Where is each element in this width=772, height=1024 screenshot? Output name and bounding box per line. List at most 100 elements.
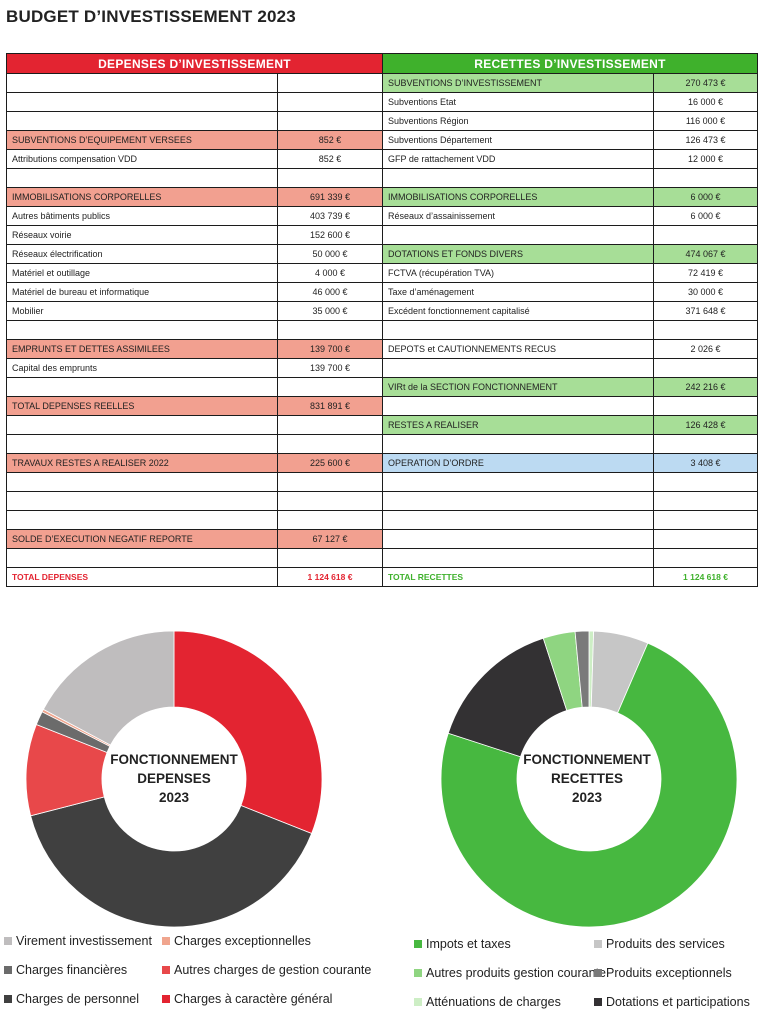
legend-label: Charges financières bbox=[16, 963, 128, 977]
recettes-row bbox=[382, 168, 758, 188]
depenses-row-value bbox=[277, 472, 383, 492]
recettes-row-value bbox=[653, 396, 758, 416]
recettes-row: DOTATIONS ET FONDS DIVERS 474 067 € bbox=[382, 244, 758, 264]
recettes-row: GFP de rattachement VDD 12 000 € bbox=[382, 149, 758, 169]
recettes-row: Subventions Région 116 000 € bbox=[382, 111, 758, 131]
legend-swatch bbox=[414, 998, 422, 1006]
recettes-row-label bbox=[382, 396, 654, 416]
depenses-row-value bbox=[277, 434, 383, 454]
donut-depenses-title-line: 2023 bbox=[158, 790, 190, 805]
depenses-row-label bbox=[6, 111, 278, 131]
depenses-row bbox=[6, 111, 383, 131]
legend-swatch bbox=[594, 969, 602, 977]
depenses-row-label bbox=[6, 377, 278, 397]
recettes-row-label: Subventions Etat bbox=[382, 92, 654, 112]
recettes-row-value: 116 000 € bbox=[653, 111, 758, 131]
depenses-row-label bbox=[6, 92, 278, 112]
depenses-row-label: Réseaux électrification bbox=[6, 244, 278, 264]
depenses-row-value: 46 000 € bbox=[277, 282, 383, 302]
depenses-row-value bbox=[277, 92, 383, 112]
recettes-row-value: 3 408 € bbox=[653, 453, 758, 473]
recettes-row-label bbox=[382, 168, 654, 188]
depenses-row-label: TRAVAUX RESTES A REALISER 2022 bbox=[6, 453, 278, 473]
legend-label: Dotations et participations bbox=[606, 995, 750, 1009]
recettes-row: VIRt de la SECTION FONCTIONNEMENT 242 216… bbox=[382, 377, 758, 397]
recettes-row-value: 72 419 € bbox=[653, 263, 758, 283]
depenses-row-label: Matériel et outillage bbox=[6, 263, 278, 283]
recettes-row-value: 371 648 € bbox=[653, 301, 758, 321]
legend-swatch bbox=[4, 966, 12, 974]
depenses-row-label bbox=[6, 415, 278, 435]
depenses-row-value: 4 000 € bbox=[277, 263, 383, 283]
recettes-row: IMMOBILISATIONS CORPORELLES 6 000 € bbox=[382, 187, 758, 207]
recettes-row-label bbox=[382, 472, 654, 492]
legend-item: Produits des services bbox=[594, 937, 725, 951]
recettes-row-label: VIRt de la SECTION FONCTIONNEMENT bbox=[382, 377, 654, 397]
depenses-row-value bbox=[277, 320, 383, 340]
recettes-row-label: TOTAL RECETTES bbox=[382, 567, 654, 587]
recettes-row-label: DOTATIONS ET FONDS DIVERS bbox=[382, 244, 654, 264]
depenses-row: EMPRUNTS ET DETTES ASSIMILEES 139 700 € bbox=[6, 339, 383, 359]
depenses-row-label: TOTAL DEPENSES bbox=[6, 567, 278, 587]
depenses-row-value bbox=[277, 510, 383, 530]
depenses-row-label: TOTAL DEPENSES REELLES bbox=[6, 396, 278, 416]
depenses-row: Attributions compensation VDD 852 € bbox=[6, 149, 383, 169]
depenses-row-value bbox=[277, 548, 383, 568]
depenses-row-label: Matériel de bureau et informatique bbox=[6, 282, 278, 302]
recettes-row: Subventions Etat 16 000 € bbox=[382, 92, 758, 112]
recettes-row-label: Subventions Région bbox=[382, 111, 654, 131]
recettes-row bbox=[382, 472, 758, 492]
depenses-row-value bbox=[277, 491, 383, 511]
depenses-row bbox=[6, 168, 383, 188]
donut-slice-produits-exceptionnels bbox=[574, 630, 590, 708]
recettes-row: Taxe d’aménagement 30 000 € bbox=[382, 282, 758, 302]
recettes-row-value bbox=[653, 434, 758, 454]
recettes-row-value bbox=[653, 472, 758, 492]
depenses-table: DEPENSES D’INVESTISSEMENT SUBVENTIONS D’… bbox=[6, 53, 383, 587]
depenses-row-label: SUBVENTIONS D’EQUIPEMENT VERSEES bbox=[6, 130, 278, 150]
donut-slice-impots-et-taxes bbox=[440, 642, 738, 928]
recettes-row: RESTES A REALISER 126 428 € bbox=[382, 415, 758, 435]
recettes-row-label bbox=[382, 510, 654, 530]
depenses-row-label: Mobilier bbox=[6, 301, 278, 321]
legend-item: Autres charges de gestion courante bbox=[162, 963, 371, 977]
depenses-row-value: 152 600 € bbox=[277, 225, 383, 245]
depenses-row-value: 831 891 € bbox=[277, 396, 383, 416]
fonctionnement-depenses-donut bbox=[25, 630, 323, 928]
recettes-row-label bbox=[382, 225, 654, 245]
depenses-row-value: 139 700 € bbox=[277, 339, 383, 359]
donut-slice-charges-de-personnel bbox=[30, 796, 313, 928]
recettes-row-label: DEPOTS et CAUTIONNEMENTS RECUS bbox=[382, 339, 654, 359]
recettes-row-value bbox=[653, 510, 758, 530]
donut-slice-virement-investissement bbox=[42, 630, 175, 746]
legend-swatch bbox=[162, 995, 170, 1003]
depenses-row: IMMOBILISATIONS CORPORELLES 691 339 € bbox=[6, 187, 383, 207]
legend-swatch bbox=[414, 969, 422, 977]
recettes-row-label bbox=[382, 529, 654, 549]
depenses-row-label bbox=[6, 434, 278, 454]
legend-item: Charges financières bbox=[4, 963, 127, 977]
recettes-row bbox=[382, 358, 758, 378]
recettes-row-value: 474 067 € bbox=[653, 244, 758, 264]
recettes-row-label: Taxe d’aménagement bbox=[382, 282, 654, 302]
depenses-row bbox=[6, 73, 383, 93]
depenses-row bbox=[6, 434, 383, 454]
legend-label: Autres produits gestion courante bbox=[426, 966, 606, 980]
depenses-row-value: 67 127 € bbox=[277, 529, 383, 549]
recettes-row-value: 270 473 € bbox=[653, 73, 758, 93]
donut-recettes-title-line: RECETTES bbox=[550, 771, 623, 786]
depenses-row-value bbox=[277, 111, 383, 131]
recettes-row-label bbox=[382, 491, 654, 511]
depenses-row: Matériel et outillage 4 000 € bbox=[6, 263, 383, 283]
legend-item: Autres produits gestion courante bbox=[414, 966, 606, 980]
recettes-row: OPERATION D’ORDRE 3 408 € bbox=[382, 453, 758, 473]
page-title: BUDGET D’INVESTISSEMENT 2023 bbox=[6, 7, 296, 26]
depenses-row bbox=[6, 472, 383, 492]
recettes-row-value: 6 000 € bbox=[653, 206, 758, 226]
depenses-row-label bbox=[6, 548, 278, 568]
legend-item: Charges exceptionnelles bbox=[162, 934, 311, 948]
depenses-row-value bbox=[277, 73, 383, 93]
legend-item: Atténuations de charges bbox=[414, 995, 561, 1009]
depenses-row: Matériel de bureau et informatique 46 000… bbox=[6, 282, 383, 302]
recettes-row: Réseaux d’assainissement 6 000 € bbox=[382, 206, 758, 226]
